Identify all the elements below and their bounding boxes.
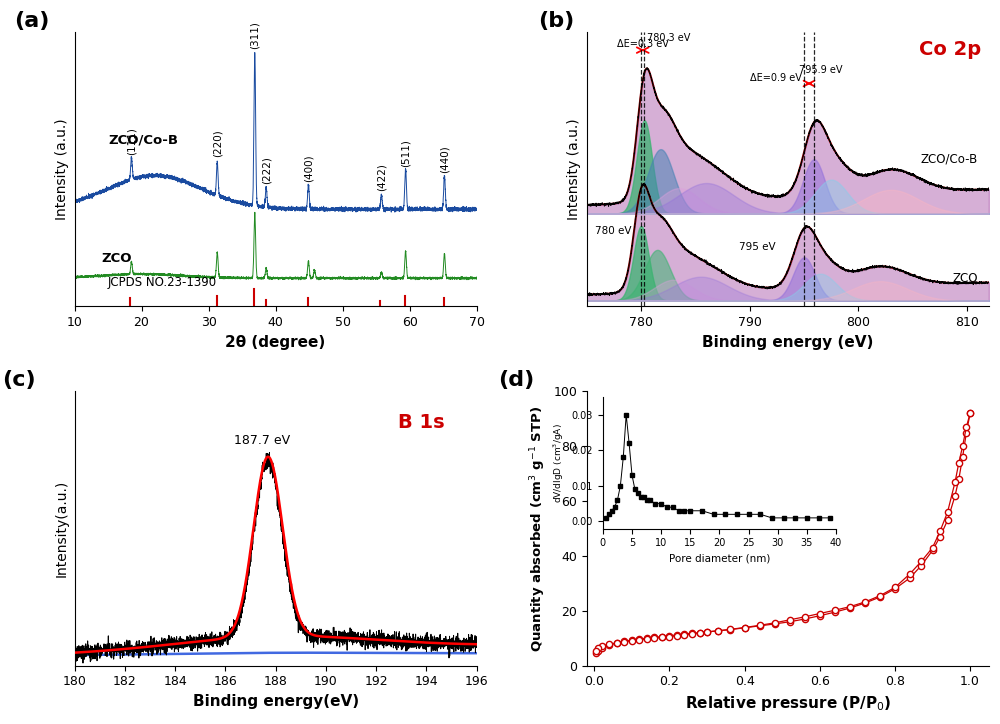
Y-axis label: Quantity absorbed (cm$^3$ g$^{-1}$ STP): Quantity absorbed (cm$^3$ g$^{-1}$ STP) bbox=[528, 405, 548, 652]
Text: (422): (422) bbox=[376, 163, 386, 190]
X-axis label: Relative pressure (P/P$_0$): Relative pressure (P/P$_0$) bbox=[685, 694, 891, 713]
Text: 795.9 eV: 795.9 eV bbox=[799, 65, 842, 75]
X-axis label: Binding energy (eV): Binding energy (eV) bbox=[702, 334, 874, 350]
Text: JCPDS NO.23-1390: JCPDS NO.23-1390 bbox=[108, 276, 217, 289]
X-axis label: 2θ (degree): 2θ (degree) bbox=[225, 334, 326, 350]
Text: (311): (311) bbox=[250, 22, 260, 49]
Text: 795 eV: 795 eV bbox=[739, 242, 776, 252]
Text: ΔE=0.9 eV: ΔE=0.9 eV bbox=[750, 72, 802, 83]
Text: 780 eV: 780 eV bbox=[595, 226, 632, 236]
Text: 780.3 eV: 780.3 eV bbox=[647, 33, 690, 43]
Text: (400): (400) bbox=[303, 154, 313, 182]
Text: ZCO/Co-B: ZCO/Co-B bbox=[921, 153, 978, 166]
Text: (111): (111) bbox=[126, 127, 136, 155]
Text: (222): (222) bbox=[261, 156, 271, 184]
Text: ZCO: ZCO bbox=[101, 253, 132, 266]
Y-axis label: Intensity (a.u.): Intensity (a.u.) bbox=[55, 119, 69, 220]
Text: (a): (a) bbox=[14, 11, 50, 30]
Text: 187.7 eV: 187.7 eV bbox=[234, 434, 290, 447]
Y-axis label: Intensity(a.u.): Intensity(a.u.) bbox=[55, 480, 69, 577]
Text: (220): (220) bbox=[212, 130, 222, 157]
Text: ZCO/Co-B: ZCO/Co-B bbox=[108, 133, 178, 146]
Text: Co 2p: Co 2p bbox=[919, 41, 981, 59]
Text: ΔE=0.3 eV: ΔE=0.3 eV bbox=[617, 39, 669, 49]
Text: (d): (d) bbox=[498, 370, 535, 390]
Text: B 1s: B 1s bbox=[398, 413, 444, 432]
Text: (b): (b) bbox=[539, 11, 575, 30]
Text: (511): (511) bbox=[401, 139, 411, 167]
Text: (440): (440) bbox=[439, 146, 449, 173]
Text: (c): (c) bbox=[2, 370, 36, 390]
Y-axis label: Intensity (a.u.): Intensity (a.u.) bbox=[567, 119, 581, 220]
X-axis label: Binding energy(eV): Binding energy(eV) bbox=[193, 694, 359, 709]
Text: ZCO: ZCO bbox=[953, 272, 978, 285]
